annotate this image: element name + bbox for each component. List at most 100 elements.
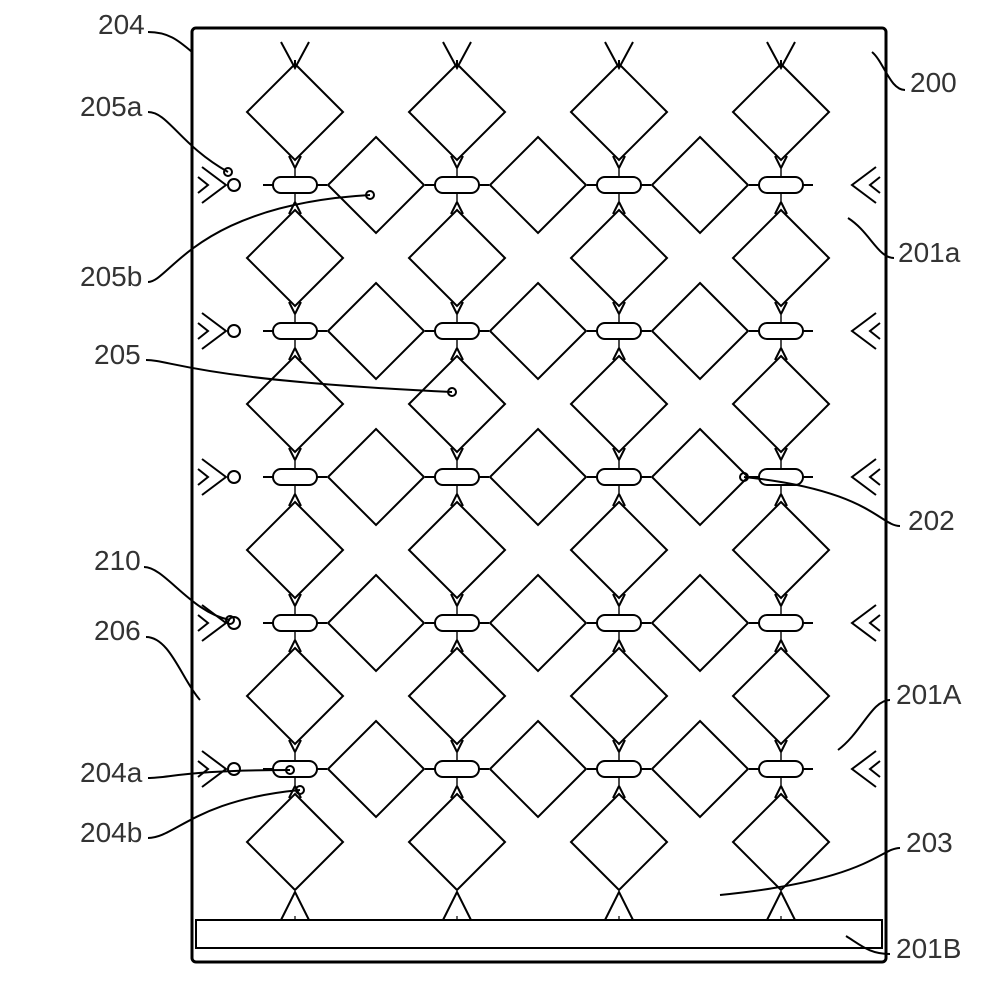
rx-diamond xyxy=(328,721,424,817)
rx-left-fork xyxy=(198,615,208,631)
label-204a: 204a xyxy=(80,757,143,788)
rx-half-left xyxy=(202,313,226,349)
rx-diamond xyxy=(652,575,748,671)
leader-204 xyxy=(148,32,192,52)
rx-half-right xyxy=(852,605,876,641)
rx-diamond xyxy=(490,575,586,671)
label-206: 206 xyxy=(94,615,141,646)
rx-diamond xyxy=(328,429,424,525)
column-bot-fork xyxy=(443,892,471,920)
bridge-pill xyxy=(759,761,803,777)
rx-half-left xyxy=(202,459,226,495)
tx-diamond xyxy=(733,210,829,306)
rx-left-fork xyxy=(198,323,208,339)
tx-diamond xyxy=(409,794,505,890)
tx-diamond xyxy=(247,64,343,160)
leader-210 xyxy=(144,567,230,620)
label-204: 204 xyxy=(98,9,145,40)
rx-diamond xyxy=(652,137,748,233)
leader-204b xyxy=(148,790,300,838)
bridge-pill xyxy=(759,323,803,339)
tx-diamond xyxy=(247,210,343,306)
bridge-pill xyxy=(759,177,803,193)
rx-left-fork xyxy=(198,177,208,193)
tx-diamond xyxy=(733,356,829,452)
tx-diamond xyxy=(409,210,505,306)
tx-diamond xyxy=(571,356,667,452)
label-202: 202 xyxy=(908,505,955,536)
tx-diamond xyxy=(571,648,667,744)
bridge-pill xyxy=(273,469,317,485)
rx-half-left xyxy=(202,167,226,203)
column-bot-fork xyxy=(767,892,795,920)
leader-200 xyxy=(872,52,905,90)
bridge-pill xyxy=(435,469,479,485)
leader-201B xyxy=(846,936,890,954)
rx-half-right xyxy=(852,167,876,203)
label-201a: 201a xyxy=(898,237,961,268)
rx-half-left xyxy=(202,751,226,787)
rx-diamond xyxy=(490,721,586,817)
tx-diamond xyxy=(247,648,343,744)
column-bot-fork xyxy=(281,892,309,920)
bottom-bar xyxy=(196,920,882,948)
rx-diamond xyxy=(652,429,748,525)
bridge-pill xyxy=(597,177,641,193)
tx-diamond xyxy=(733,502,829,598)
via-circle xyxy=(228,179,240,191)
tx-diamond xyxy=(247,794,343,890)
leader-205a xyxy=(148,112,228,172)
tx-diamond xyxy=(409,648,505,744)
label-201B: 201B xyxy=(896,933,961,964)
label-205: 205 xyxy=(94,339,141,370)
rx-diamond xyxy=(490,137,586,233)
column-bot-fork xyxy=(605,892,633,920)
rx-diamond xyxy=(490,429,586,525)
rx-diamond xyxy=(328,575,424,671)
bridge-pill xyxy=(597,615,641,631)
bridge-pill xyxy=(273,761,317,777)
bridge-pill xyxy=(273,615,317,631)
rx-right-fork xyxy=(870,469,880,485)
rx-half-right xyxy=(852,313,876,349)
tx-diamond xyxy=(247,502,343,598)
via-circle xyxy=(228,763,240,775)
rx-half-right xyxy=(852,459,876,495)
rx-diamond xyxy=(328,137,424,233)
bridge-pill xyxy=(273,177,317,193)
rx-diamond xyxy=(490,283,586,379)
tx-diamond xyxy=(733,64,829,160)
rx-diamond xyxy=(652,283,748,379)
tx-diamond xyxy=(733,648,829,744)
bridge-pill xyxy=(435,177,479,193)
tx-diamond xyxy=(409,64,505,160)
bridge-pill xyxy=(435,615,479,631)
rx-left-fork xyxy=(198,469,208,485)
label-201A: 201A xyxy=(896,679,962,710)
bridge-pill xyxy=(597,469,641,485)
bridge-pill xyxy=(435,323,479,339)
leader-201A xyxy=(838,700,890,750)
rx-right-fork xyxy=(870,323,880,339)
diagram-svg: 204205a200201a205b205202210206201A204a20… xyxy=(0,0,1000,994)
tx-diamond xyxy=(571,210,667,306)
rx-left-fork xyxy=(198,761,208,777)
tx-diamond xyxy=(733,794,829,890)
via-circle xyxy=(228,325,240,337)
label-203: 203 xyxy=(906,827,953,858)
tx-diamond xyxy=(571,64,667,160)
bridge-pill xyxy=(435,761,479,777)
rx-diamond xyxy=(652,721,748,817)
label-210: 210 xyxy=(94,545,141,576)
label-204b: 204b xyxy=(80,817,142,848)
via-circle xyxy=(228,471,240,483)
rx-half-right xyxy=(852,751,876,787)
label-200: 200 xyxy=(910,67,957,98)
bridge-pill xyxy=(597,323,641,339)
tx-diamond xyxy=(247,356,343,452)
bridge-pill xyxy=(597,761,641,777)
rx-right-fork xyxy=(870,177,880,193)
label-205a: 205a xyxy=(80,91,143,122)
tx-diamond xyxy=(571,502,667,598)
tx-diamond xyxy=(409,502,505,598)
